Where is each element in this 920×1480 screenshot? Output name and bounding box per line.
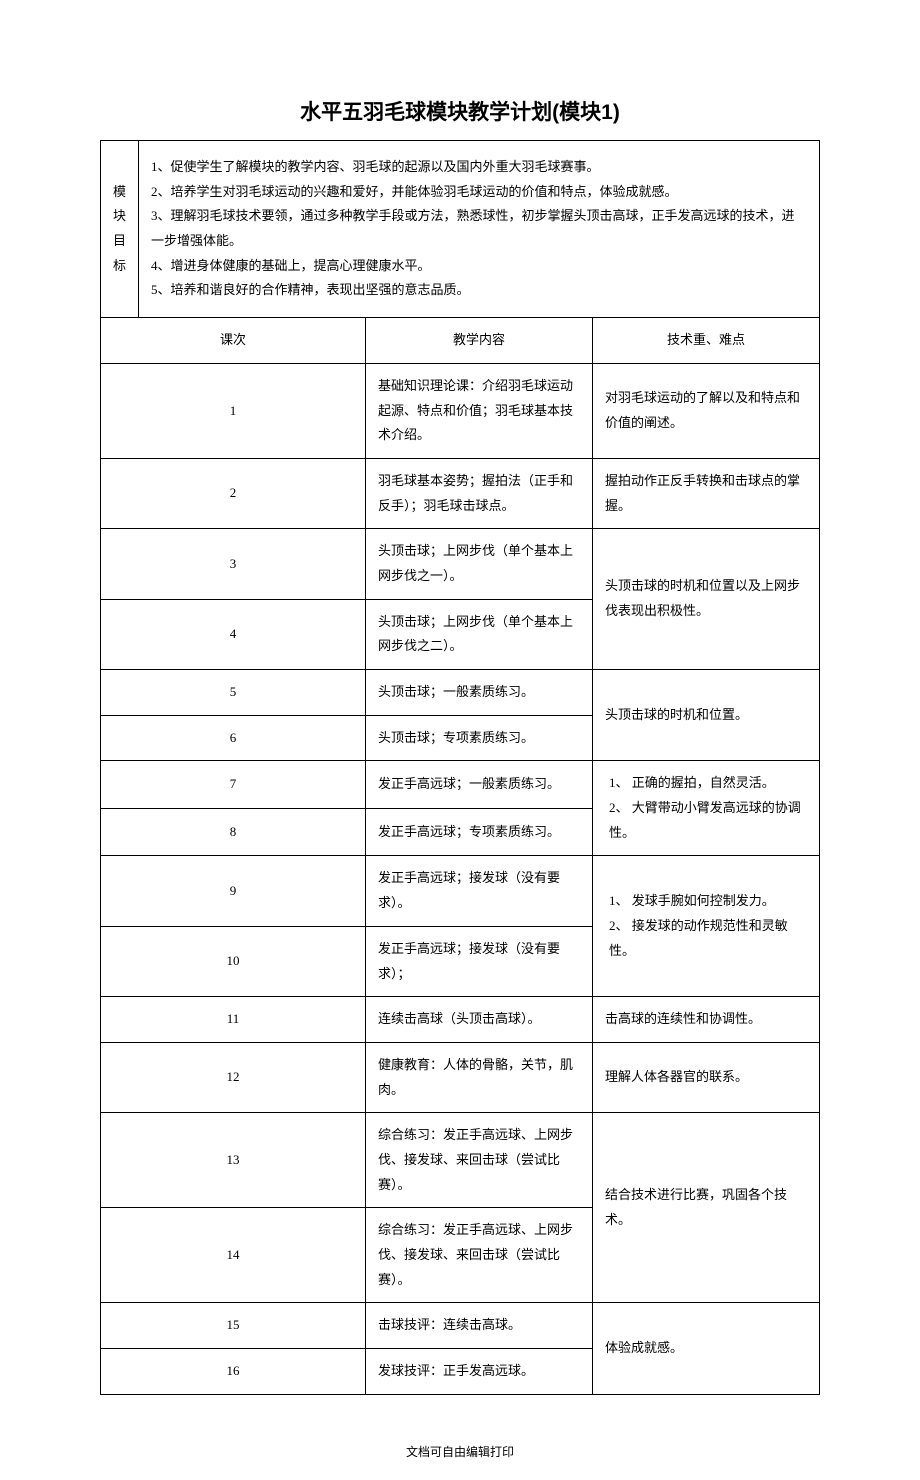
row-content: 发正手高远球；接发球（没有要求）； [366, 926, 593, 996]
row-content: 发正手高远球；接发球（没有要求）。 [366, 856, 593, 926]
header-num: 课次 [101, 318, 366, 364]
row-content: 综合练习：发正手高远球、上网步伐、接发球、来回击球（尝试比赛）。 [366, 1113, 593, 1208]
row-content: 发正手高远球；专项素质练习。 [366, 808, 593, 856]
table-row: 7 发正手高远球；一般素质练习。 1、 正确的握拍，自然灵活。 2、 大臂带动小… [101, 761, 820, 809]
row-content: 综合练习：发正手高远球、上网步伐、接发球、来回击球（尝试比赛）。 [366, 1208, 593, 1303]
row-num: 7 [101, 761, 366, 809]
goal-item: 5、培养和谐良好的合作精神，表现出坚强的意志品质。 [151, 278, 807, 303]
row-num: 10 [101, 926, 366, 996]
table-row: 9 发正手高远球；接发球（没有要求）。 1、 发球手腕如何控制发力。 2、 接发… [101, 856, 820, 926]
footer-text: 文档可自由编辑打印 [100, 1443, 820, 1460]
row-notes: 理解人体各器官的联系。 [593, 1042, 820, 1112]
row-num: 5 [101, 670, 366, 716]
row-notes: 头顶击球的时机和位置。 [593, 670, 820, 761]
notes-item: 2、 大臂带动小臂发高远球的协调性。 [605, 796, 811, 845]
row-num: 6 [101, 715, 366, 761]
goals-row: 模块目标 1、促使学生了解模块的教学内容、羽毛球的起源以及国内外重大羽毛球赛事。… [101, 141, 820, 318]
row-notes: 对羽毛球运动的了解以及和特点和价值的阐述。 [593, 363, 820, 458]
table-row: 5 头顶击球；一般素质练习。 头顶击球的时机和位置。 [101, 670, 820, 716]
goal-item: 4、增进身体健康的基础上，提高心理健康水平。 [151, 254, 807, 279]
table-row: 1 基础知识理论课：介绍羽毛球运动起源、特点和价值；羽毛球基本技术介绍。 对羽毛… [101, 363, 820, 458]
row-content: 头顶击球；上网步伐（单个基本上网步伐之二）。 [366, 599, 593, 669]
row-notes: 体验成就感。 [593, 1303, 820, 1394]
goal-item: 2、培养学生对羽毛球运动的兴趣和爱好，并能体验羽毛球运动的价值和特点，体验成就感… [151, 180, 807, 205]
goals-cell: 1、促使学生了解模块的教学内容、羽毛球的起源以及国内外重大羽毛球赛事。 2、培养… [139, 141, 820, 318]
row-num: 2 [101, 458, 366, 528]
document-title: 水平五羽毛球模块教学计划(模块1) [100, 96, 820, 126]
row-content: 基础知识理论课：介绍羽毛球运动起源、特点和价值；羽毛球基本技术介绍。 [366, 363, 593, 458]
goals-label-cell: 模块目标 [101, 141, 139, 318]
row-content: 头顶击球；上网步伐（单个基本上网步伐之一）。 [366, 529, 593, 599]
table-row: 12 健康教育：人体的骨骼，关节，肌肉。 理解人体各器官的联系。 [101, 1042, 820, 1112]
row-num: 14 [101, 1208, 366, 1303]
row-num: 8 [101, 808, 366, 856]
table-row: 3 头顶击球；上网步伐（单个基本上网步伐之一）。 头顶击球的时机和位置以及上网步… [101, 529, 820, 599]
row-num: 4 [101, 599, 366, 669]
notes-item: 2、 接发球的动作规范性和灵敏性。 [605, 914, 811, 963]
row-content: 发球技评：正手发高远球。 [366, 1349, 593, 1395]
row-content: 头顶击球；一般素质练习。 [366, 670, 593, 716]
row-notes: 击高球的连续性和协调性。 [593, 997, 820, 1043]
row-num: 13 [101, 1113, 366, 1208]
table-row: 2 羽毛球基本姿势；握拍法（正手和反手）；羽毛球击球点。 握拍动作正反手转换和击… [101, 458, 820, 528]
row-content: 击球技评：连续击高球。 [366, 1303, 593, 1349]
row-content: 羽毛球基本姿势；握拍法（正手和反手）；羽毛球击球点。 [366, 458, 593, 528]
row-notes: 结合技术进行比赛，巩固各个技术。 [593, 1113, 820, 1303]
notes-item: 1、 发球手腕如何控制发力。 [605, 889, 811, 914]
row-content: 发正手高远球；一般素质练习。 [366, 761, 593, 809]
row-content: 头顶击球；专项素质练习。 [366, 715, 593, 761]
row-num: 15 [101, 1303, 366, 1349]
row-num: 9 [101, 856, 366, 926]
row-notes: 头顶击球的时机和位置以及上网步伐表现出积极性。 [593, 529, 820, 670]
row-content: 连续击高球（头顶击高球）。 [366, 997, 593, 1043]
row-notes: 握拍动作正反手转换和击球点的掌握。 [593, 458, 820, 528]
row-notes: 1、 发球手腕如何控制发力。 2、 接发球的动作规范性和灵敏性。 [593, 856, 820, 997]
table-row: 11 连续击高球（头顶击高球）。 击高球的连续性和协调性。 [101, 997, 820, 1043]
row-num: 16 [101, 1349, 366, 1395]
header-content: 教学内容 [366, 318, 593, 364]
row-content: 健康教育：人体的骨骼，关节，肌肉。 [366, 1042, 593, 1112]
table-row: 13 综合练习：发正手高远球、上网步伐、接发球、来回击球（尝试比赛）。 结合技术… [101, 1113, 820, 1208]
header-notes: 技术重、难点 [593, 318, 820, 364]
row-num: 11 [101, 997, 366, 1043]
notes-item: 1、 正确的握拍，自然灵活。 [605, 771, 811, 796]
row-num: 1 [101, 363, 366, 458]
plan-table: 模块目标 1、促使学生了解模块的教学内容、羽毛球的起源以及国内外重大羽毛球赛事。… [100, 140, 820, 1395]
row-num: 3 [101, 529, 366, 599]
goal-item: 3、理解羽毛球技术要领，通过多种教学手段或方法，熟悉球性，初步掌握头顶击高球，正… [151, 204, 807, 253]
table-row: 15 击球技评：连续击高球。 体验成就感。 [101, 1303, 820, 1349]
row-notes: 1、 正确的握拍，自然灵活。 2、 大臂带动小臂发高远球的协调性。 [593, 761, 820, 856]
header-row: 课次 教学内容 技术重、难点 [101, 318, 820, 364]
row-num: 12 [101, 1042, 366, 1112]
goal-item: 1、促使学生了解模块的教学内容、羽毛球的起源以及国内外重大羽毛球赛事。 [151, 155, 807, 180]
